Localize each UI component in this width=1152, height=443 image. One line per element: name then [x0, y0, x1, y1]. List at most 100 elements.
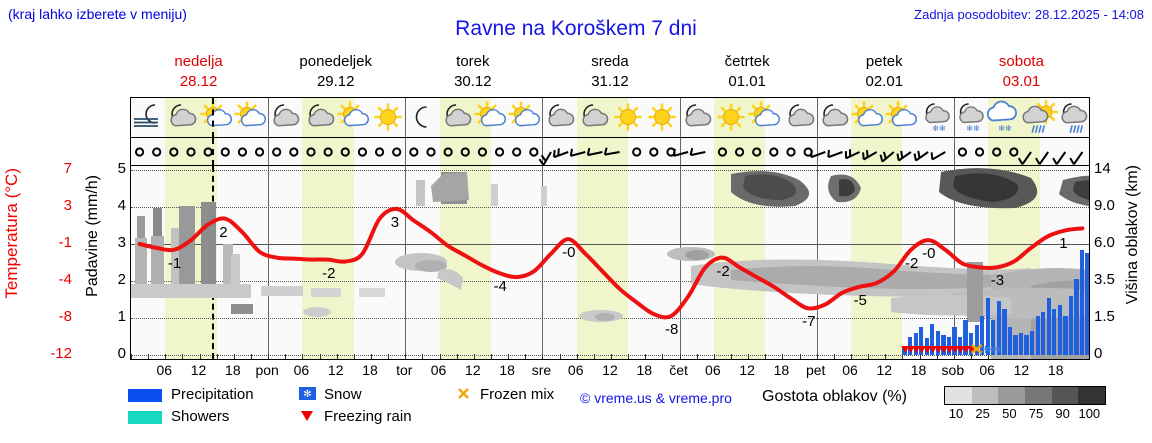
- current-time-marker: [211, 138, 214, 166]
- precipitation-bar: [1007, 327, 1013, 355]
- cloudheight-tick: 6.0: [1094, 234, 1115, 251]
- x-tick: [131, 354, 132, 359]
- x-tick: [679, 354, 681, 359]
- day-separator: [268, 166, 270, 359]
- precipitation-bar: [1029, 330, 1035, 355]
- precipitation-bar: [952, 327, 957, 355]
- day-header-torek: torek 30.12: [404, 52, 541, 92]
- precipitation-tick: 4: [117, 197, 126, 214]
- day-date: 01.01: [728, 73, 766, 90]
- day-separator: [816, 98, 818, 138]
- day-separator: [953, 98, 955, 138]
- x-axis-label: 12: [190, 362, 207, 378]
- x-tick: [902, 354, 904, 359]
- daylight-band: [473, 166, 491, 359]
- x-tick: [491, 354, 492, 359]
- x-axis-label: 12: [739, 362, 755, 378]
- svg-text:✻: ✻: [987, 345, 995, 356]
- weather-icon-moon-cloud-snow: ✻✻: [951, 99, 991, 137]
- weather-icon-moon-cloud: [265, 99, 305, 137]
- temperature-value-label: 3: [390, 213, 400, 231]
- day-separator: [679, 98, 681, 138]
- x-tick: [559, 354, 561, 359]
- density-tick: 100: [1078, 406, 1101, 421]
- precipitation-tick: 2: [117, 271, 126, 288]
- x-tick: [611, 354, 612, 359]
- legend-snow: ✻ Snow: [296, 386, 362, 404]
- showers-swatch: [128, 410, 162, 424]
- weather-icon-moon-cloud: [300, 99, 340, 137]
- precipitation-bar: [963, 319, 968, 355]
- density-swatch: [945, 387, 972, 404]
- copyright-link[interactable]: © vreme.us & vreme.pro: [580, 390, 732, 406]
- weather-icon-moon-cloud: [677, 99, 717, 137]
- wind-band-divider: [131, 165, 1089, 166]
- day-separator: [405, 138, 407, 166]
- x-tick: [593, 354, 595, 359]
- snow-icon: ✻: [296, 386, 318, 404]
- weather-icon-sun: [642, 99, 682, 137]
- density-swatch: [998, 387, 1025, 404]
- daylight-band: [988, 138, 1006, 166]
- legend-frozen-mix-label: Frozen mix: [480, 386, 555, 403]
- x-tick: [525, 354, 527, 359]
- precipitation-bar: [930, 323, 935, 355]
- legend: Precipitation Showers ✻ Snow Freezing ra…: [0, 382, 1152, 443]
- precipitation-bar: [907, 336, 913, 355]
- precipitation-bar: [1074, 279, 1079, 355]
- temperature-value-label: -0: [922, 245, 936, 263]
- x-tick: [765, 354, 767, 359]
- x-tick: [388, 354, 390, 359]
- x-tick: [422, 354, 424, 359]
- temperature-value-label: -8: [665, 321, 679, 339]
- legend-frozen-mix: Frozen mix: [452, 386, 554, 404]
- x-tick: [748, 354, 750, 359]
- daylight-band: [319, 138, 337, 166]
- x-axis-label: 06: [293, 362, 310, 378]
- x-tick: [782, 354, 784, 359]
- legend-showers: Showers: [128, 408, 229, 425]
- day-separator: [268, 138, 270, 166]
- day-name: petek: [865, 53, 903, 70]
- x-tick: [371, 354, 372, 359]
- x-tick: [336, 354, 338, 359]
- wind-barbs: [134, 147, 1084, 166]
- weather-icon-sun: [608, 99, 648, 137]
- temperature-tick: -4: [58, 271, 72, 288]
- temperature-value-label: -2: [716, 262, 730, 280]
- temperature-value-label: -2: [905, 254, 919, 272]
- precip-type-markers: ✻✻✻: [901, 343, 1001, 356]
- precipitation-bar: [1085, 253, 1089, 355]
- x-tick: [851, 354, 852, 359]
- x-axis-label: pet: [805, 362, 826, 378]
- x-tick: [233, 354, 235, 359]
- x-tick: [302, 354, 304, 359]
- x-axis-label: 18: [499, 362, 515, 378]
- precipitation-bar: [913, 332, 918, 355]
- density-tick: 10: [948, 406, 964, 421]
- x-axis-label: 18: [910, 362, 927, 378]
- daylight-band: [576, 166, 594, 359]
- temperature-value-label: 2: [219, 223, 228, 241]
- precipitation-axis-title: Padavine (mm/h): [84, 175, 101, 297]
- x-tick: [165, 354, 167, 359]
- svg-text:✻✻: ✻✻: [966, 124, 980, 133]
- day-name: sreda: [591, 53, 629, 70]
- temperature-tick: 7: [63, 160, 72, 177]
- x-axis-label: sre: [531, 362, 552, 378]
- temperature-value-label: -1: [167, 254, 182, 272]
- day-header-row: nedelja 28.12 ponedeljek 29.12 torek 30.12 sre…: [130, 52, 1090, 94]
- cloudheight-tick: 9.0: [1094, 197, 1115, 214]
- temperature-value-label: -0: [562, 244, 576, 262]
- precipitation-bar: [1057, 305, 1063, 355]
- day-date: 31.12: [591, 73, 629, 90]
- meteogram-plot[interactable]: ✻✻ ✻✻ ✻✻ ✻ ✻ ✻ -1 2 -2 3 -4 -0 -8 -2 -7 -5 -2 -0 -3 1: [130, 97, 1090, 360]
- x-axis-label: 06: [705, 362, 721, 378]
- x-tick: [182, 354, 184, 359]
- precipitation-bar: [1018, 332, 1024, 355]
- wind-barb-band: [131, 138, 1089, 166]
- day-name: torek: [456, 53, 490, 70]
- x-tick: [251, 354, 252, 359]
- weather-icon-moon-cloud: [780, 99, 820, 137]
